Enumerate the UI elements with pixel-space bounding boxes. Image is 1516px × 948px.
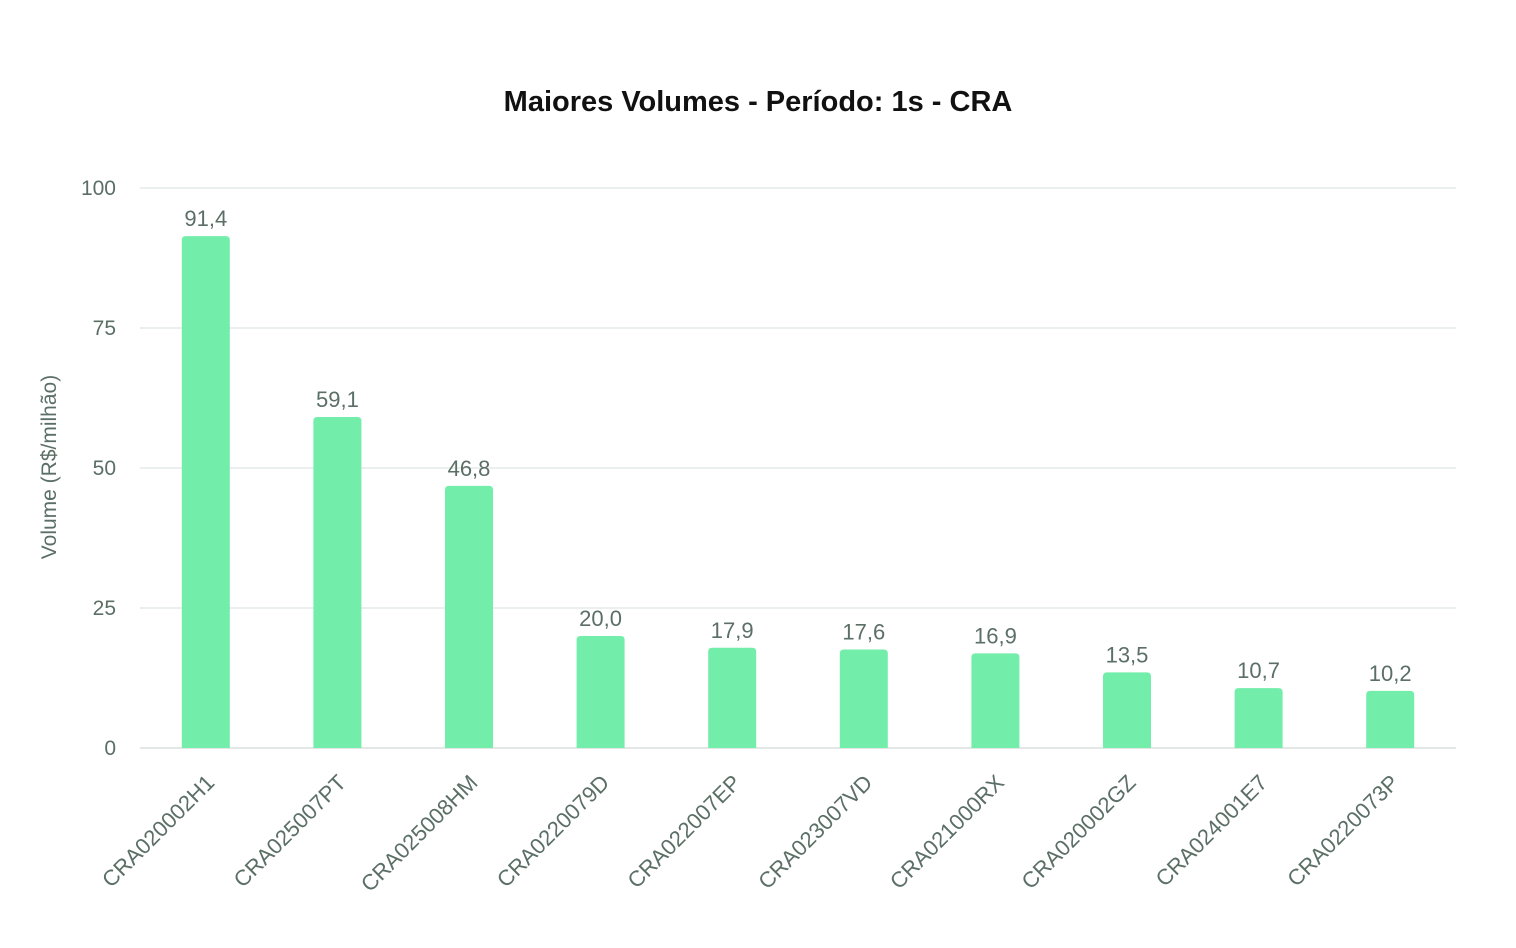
bar-CRA020002H1: [181, 236, 230, 748]
y-tick-label: 75: [93, 317, 116, 340]
data-label: 17,9: [711, 618, 754, 643]
data-label: 17,6: [842, 619, 885, 644]
bar-CRA025008HM: [445, 485, 493, 748]
data-label: 13,5: [1106, 642, 1149, 667]
x-tick-label: CRA020002GZ: [1016, 770, 1140, 894]
data-label: 20,0: [579, 606, 622, 631]
data-label: 91,4: [184, 206, 227, 231]
bar-CRA0220073P: [1366, 690, 1415, 748]
bar-CRA0220079D: [576, 636, 625, 748]
x-axis-ticks: CRA020002H1 CRA025007PT CRA025008HM CRA0220…: [97, 770, 1404, 897]
y-tick-label: 100: [81, 177, 116, 200]
data-label: 46,8: [448, 456, 491, 481]
y-tick-label: 50: [93, 457, 116, 480]
bar-CRA022007EP: [708, 647, 757, 748]
y-axis-ticks: 0 25 50 75 100: [81, 177, 116, 760]
y-tick-label: 0: [104, 737, 116, 760]
x-tick-label: CRA022007EP: [623, 770, 746, 893]
x-tick-label: CRA021000RX: [885, 770, 1009, 894]
y-tick-label: 25: [93, 597, 116, 620]
bar-CRA023007VD: [839, 649, 888, 748]
bar-CRA024001E7: [1234, 688, 1283, 748]
x-tick-label: CRA023007VD: [753, 770, 877, 894]
x-tick-label: CRA025008HM: [356, 770, 483, 897]
bars: [181, 236, 1415, 748]
x-tick-label: CRA020002H1: [97, 770, 219, 892]
chart-title: Maiores Volumes - Período: 1s - CRA: [504, 86, 1013, 118]
bar-CRA025007PT: [313, 417, 362, 748]
bar-CRA020002GZ: [1103, 672, 1151, 748]
x-tick-label: CRA025007PT: [229, 770, 351, 892]
x-tick-label: CRA024001E7: [1151, 770, 1272, 891]
x-tick-label: CRA0220073P: [1282, 770, 1403, 891]
data-label: 10,7: [1237, 658, 1280, 683]
bar-CRA021000RX: [971, 653, 1020, 748]
data-labels: 91,4 59,1 46,8 20,0 17,9 17,6 16,9 13,5 10,7 10,2: [184, 206, 1411, 686]
x-tick-label: CRA0220079D: [492, 770, 614, 892]
y-axis-label: Volume (R$/milhão): [38, 375, 61, 559]
data-label: 16,9: [974, 623, 1017, 648]
data-label: 10,2: [1369, 661, 1412, 686]
data-label: 59,1: [316, 387, 359, 412]
